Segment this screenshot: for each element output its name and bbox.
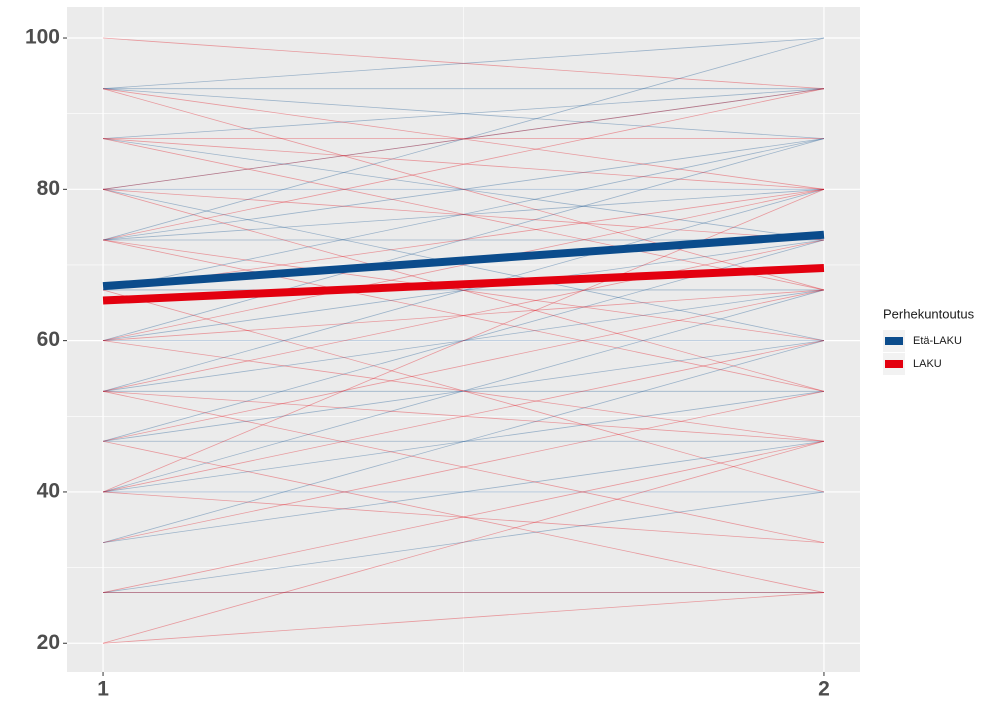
legend-label: LAKU — [913, 358, 942, 370]
individual-line — [102, 138, 825, 241]
individual-line — [103, 390, 824, 442]
individual-line — [102, 188, 825, 342]
individual-line — [102, 491, 825, 593]
individual-line — [102, 440, 825, 644]
individual-line — [102, 239, 825, 392]
individual-line — [102, 289, 825, 493]
individual-line — [102, 390, 825, 544]
individual-line — [102, 138, 825, 342]
individual-line — [102, 289, 825, 392]
individual-line — [102, 340, 825, 442]
individual-line — [103, 138, 824, 190]
y-tick-label: 20 — [37, 631, 60, 654]
individual-line — [102, 390, 825, 493]
x-tick-label: 2 — [818, 678, 830, 701]
individual-line — [102, 88, 825, 190]
legend-label: Etä-LAKU — [913, 335, 962, 347]
individual-line — [102, 88, 825, 291]
individual-line — [102, 340, 825, 493]
mean-line — [102, 230, 825, 291]
individual-line — [102, 390, 825, 544]
individual-line — [102, 138, 825, 291]
legend-title: Perhekuntoutus — [883, 306, 975, 321]
individual-line — [102, 188, 825, 291]
individual-line — [103, 289, 824, 342]
individual-line — [103, 88, 824, 140]
individual-line — [102, 138, 825, 291]
individual-line — [103, 491, 824, 544]
y-tick-label: 80 — [37, 177, 60, 200]
individual-line — [102, 88, 825, 190]
individual-line — [102, 340, 825, 442]
individual-line — [102, 239, 825, 342]
individual-line — [103, 592, 824, 644]
individual-line — [103, 188, 824, 241]
y-tick-label: 60 — [37, 328, 60, 351]
individual-line — [102, 188, 825, 342]
x-tick-label: 1 — [97, 678, 109, 701]
individual-line — [103, 37, 824, 90]
individual-line — [103, 37, 824, 90]
individual-line — [102, 88, 825, 190]
individual-line — [102, 37, 825, 241]
individual-line — [102, 440, 825, 593]
individual-line — [102, 188, 825, 392]
y-tick-label: 40 — [37, 479, 60, 502]
individual-line — [102, 188, 825, 392]
individual-line — [102, 88, 825, 241]
individual-line — [102, 440, 825, 593]
individual-line — [103, 88, 824, 140]
individual-line — [102, 289, 825, 442]
individual-line — [102, 239, 825, 392]
mean-line — [102, 264, 825, 305]
individual-line — [102, 239, 825, 342]
individual-line — [103, 188, 824, 241]
y-tick-label: 100 — [25, 26, 60, 49]
individual-line — [102, 340, 825, 544]
individual-line — [102, 440, 825, 544]
individual-line — [102, 289, 825, 493]
individual-line — [102, 138, 825, 241]
